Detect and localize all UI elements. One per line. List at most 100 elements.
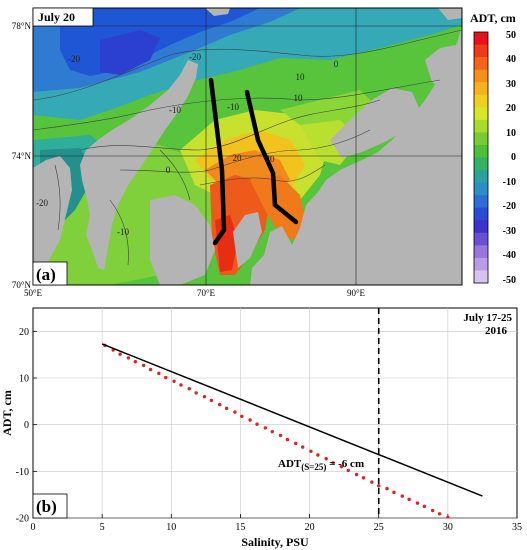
colorbar-tick: -50 xyxy=(503,275,516,286)
colorbar-segment xyxy=(474,157,488,171)
adt-salinity-scatter-panel: 0 5 10 15 20 25 30 35 -20 -10 0 10 20 ADT(S=25) = -… xyxy=(0,307,522,549)
data-point xyxy=(126,356,131,360)
panel-b-label-box xyxy=(32,493,68,519)
colorbar-segment xyxy=(474,69,488,83)
colorbar-segment xyxy=(474,107,488,121)
lat-label: 70°N xyxy=(12,280,32,290)
contour-label: -10 xyxy=(227,102,239,112)
colorbar-segment xyxy=(474,245,488,259)
colorbar-tick: 40 xyxy=(506,54,516,65)
y-axis-label: ADT, cm xyxy=(0,390,14,436)
data-point xyxy=(464,525,467,528)
adt-colorbar xyxy=(473,31,489,284)
data-point xyxy=(407,497,411,502)
colorbar-segment xyxy=(474,232,488,246)
colorbar-segment xyxy=(474,119,488,133)
mainland-landmass xyxy=(250,8,462,285)
colorbar-segment xyxy=(474,94,488,108)
contour-label: 10 xyxy=(296,72,306,82)
transect-east xyxy=(244,89,299,225)
data-point xyxy=(472,530,475,533)
y-tick-labels: -20 -10 0 10 20 xyxy=(16,327,37,525)
x-axis-label: Salinity, PSU xyxy=(241,535,309,549)
colorbar-tick: 50 xyxy=(506,30,516,41)
y-tick-label: 0 xyxy=(24,420,29,431)
regression-line xyxy=(101,343,483,497)
longitude-labels: 50°E 70°E 90°E xyxy=(24,288,366,298)
data-point xyxy=(370,480,374,484)
contour-label: 20 xyxy=(266,154,276,164)
data-point xyxy=(400,494,404,498)
lat-label: 74°N xyxy=(12,151,32,161)
colorbar-segment xyxy=(474,32,488,46)
data-point xyxy=(285,437,290,442)
contour-label: 0 xyxy=(334,59,339,69)
adt-map-panel: -20 -20 -10 -20 -10 0 0 10 -10 10 20 20 … xyxy=(12,7,516,298)
data-point xyxy=(377,484,381,488)
contour-labels: -20 -20 -10 -20 -10 0 0 10 -10 10 20 20 xyxy=(36,52,339,237)
data-point xyxy=(233,410,237,414)
colorbar-segment xyxy=(474,44,488,58)
data-point xyxy=(157,371,161,376)
svalbard-tip xyxy=(438,8,462,20)
date-label-box xyxy=(32,7,94,27)
x-tick-label: 5 xyxy=(100,522,105,533)
x-tick-labels: 0 5 10 15 20 25 30 35 xyxy=(31,514,522,533)
colorbar-tick: -20 xyxy=(503,201,516,212)
data-point xyxy=(187,387,191,391)
panel-b-label: (b) xyxy=(36,497,57,516)
colorbar-tick: -10 xyxy=(503,177,516,188)
novaya-zemlya-landmass xyxy=(80,60,198,270)
x-tick-label: 25 xyxy=(374,522,384,533)
date-label: July 20 xyxy=(38,10,75,24)
colorbar-title: ADT, cm xyxy=(470,11,516,25)
data-point xyxy=(164,375,168,380)
data-point xyxy=(430,508,435,513)
contour-label: -10 xyxy=(117,227,129,237)
data-points xyxy=(103,343,480,536)
data-point xyxy=(477,533,480,536)
colorbar-frame xyxy=(473,31,489,284)
data-point xyxy=(179,383,183,387)
data-point xyxy=(309,449,313,453)
data-point xyxy=(294,441,298,446)
data-point xyxy=(437,512,442,516)
data-point xyxy=(354,472,359,477)
contour-label: 10 xyxy=(294,93,304,103)
data-point xyxy=(468,528,471,531)
colorbar-tick: 20 xyxy=(506,103,516,114)
colorbar-segment xyxy=(474,270,488,284)
colorbar-tick-labels: 50 40 30 20 10 0 -10 -20 -30 -40 -50 xyxy=(503,30,516,286)
period-label-line1: July 17-25 xyxy=(463,312,512,324)
colorbar-segment xyxy=(474,132,488,146)
data-point xyxy=(172,379,176,383)
period-label-line2: 2016 xyxy=(485,325,508,337)
data-point xyxy=(415,501,420,505)
data-point xyxy=(339,464,344,469)
data-point xyxy=(141,363,146,368)
lon-label: 50°E xyxy=(24,288,43,298)
colorbar-segment xyxy=(474,82,488,96)
data-point xyxy=(361,476,366,480)
colorbar-tick: 10 xyxy=(506,128,516,139)
colorbar-segment xyxy=(474,144,488,158)
data-point xyxy=(453,518,456,521)
y-tick-label: -10 xyxy=(16,467,29,478)
lon-label: 90°E xyxy=(347,288,366,298)
taymyr-coast xyxy=(330,88,420,158)
data-point xyxy=(278,433,283,438)
data-point xyxy=(248,418,252,422)
data-point xyxy=(202,394,207,399)
lon-label: 70°E xyxy=(197,288,216,298)
x-tick-label: 30 xyxy=(443,522,453,533)
data-point xyxy=(460,523,463,526)
data-point xyxy=(224,406,229,411)
yamal-gydan-land xyxy=(150,195,215,285)
data-point xyxy=(346,468,350,473)
franz-josef-land xyxy=(205,8,230,16)
y-tick-label: 10 xyxy=(19,374,29,385)
x-tick-label: 0 xyxy=(31,522,36,533)
data-point xyxy=(209,398,214,403)
transect-west xyxy=(208,77,227,246)
